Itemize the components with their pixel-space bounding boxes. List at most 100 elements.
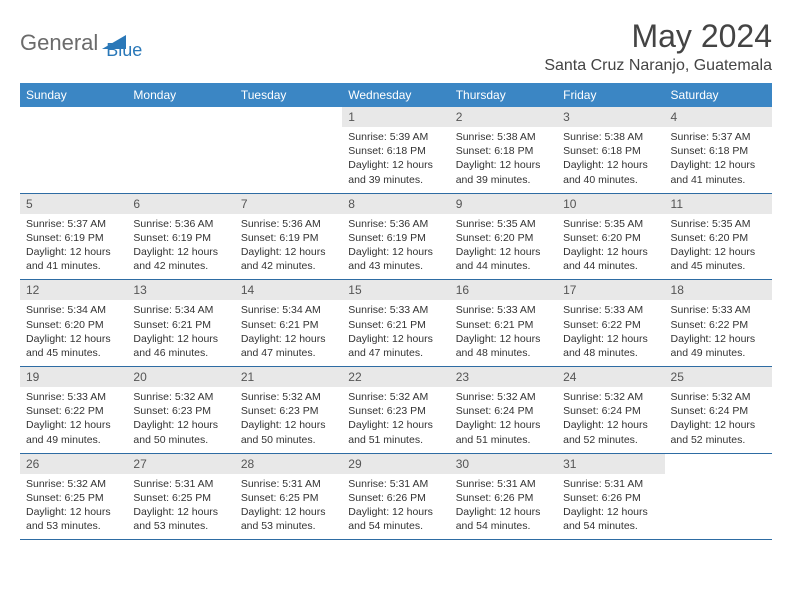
- day-details: Sunrise: 5:31 AMSunset: 6:26 PMDaylight:…: [557, 474, 664, 540]
- day-of-week-row: SundayMondayTuesdayWednesdayThursdayFrid…: [20, 83, 772, 107]
- day-number: 12: [20, 280, 127, 300]
- day-details: Sunrise: 5:35 AMSunset: 6:20 PMDaylight:…: [665, 214, 772, 280]
- day-cell: 19Sunrise: 5:33 AMSunset: 6:22 PMDayligh…: [20, 367, 127, 454]
- day-details: Sunrise: 5:33 AMSunset: 6:22 PMDaylight:…: [557, 300, 664, 366]
- day-details: Sunrise: 5:36 AMSunset: 6:19 PMDaylight:…: [342, 214, 449, 280]
- day-cell: 20Sunrise: 5:32 AMSunset: 6:23 PMDayligh…: [127, 367, 234, 454]
- day-cell: 25Sunrise: 5:32 AMSunset: 6:24 PMDayligh…: [665, 367, 772, 454]
- week-row: 12Sunrise: 5:34 AMSunset: 6:20 PMDayligh…: [20, 280, 772, 367]
- day-number: 29: [342, 454, 449, 474]
- day-number: 21: [235, 367, 342, 387]
- day-cell: 8Sunrise: 5:36 AMSunset: 6:19 PMDaylight…: [342, 193, 449, 280]
- day-cell: 24Sunrise: 5:32 AMSunset: 6:24 PMDayligh…: [557, 367, 664, 454]
- logo-text-general: General: [20, 30, 98, 56]
- day-cell: 6Sunrise: 5:36 AMSunset: 6:19 PMDaylight…: [127, 193, 234, 280]
- day-cell: 17Sunrise: 5:33 AMSunset: 6:22 PMDayligh…: [557, 280, 664, 367]
- day-number: 28: [235, 454, 342, 474]
- dow-header: Friday: [557, 83, 664, 107]
- day-cell: 15Sunrise: 5:33 AMSunset: 6:21 PMDayligh…: [342, 280, 449, 367]
- day-cell: 27Sunrise: 5:31 AMSunset: 6:25 PMDayligh…: [127, 453, 234, 540]
- day-number: 23: [450, 367, 557, 387]
- day-cell: 30Sunrise: 5:31 AMSunset: 6:26 PMDayligh…: [450, 453, 557, 540]
- day-details: Sunrise: 5:31 AMSunset: 6:25 PMDaylight:…: [235, 474, 342, 540]
- day-details: Sunrise: 5:32 AMSunset: 6:23 PMDaylight:…: [127, 387, 234, 453]
- week-row: 26Sunrise: 5:32 AMSunset: 6:25 PMDayligh…: [20, 453, 772, 540]
- day-details: Sunrise: 5:31 AMSunset: 6:26 PMDaylight:…: [450, 474, 557, 540]
- day-details: Sunrise: 5:38 AMSunset: 6:18 PMDaylight:…: [450, 127, 557, 193]
- day-number: 27: [127, 454, 234, 474]
- day-number: 17: [557, 280, 664, 300]
- title-block: May 2024 Santa Cruz Naranjo, Guatemala: [544, 18, 772, 75]
- day-cell: 29Sunrise: 5:31 AMSunset: 6:26 PMDayligh…: [342, 453, 449, 540]
- day-cell: 12Sunrise: 5:34 AMSunset: 6:20 PMDayligh…: [20, 280, 127, 367]
- day-number: 24: [557, 367, 664, 387]
- day-number: 11: [665, 194, 772, 214]
- day-details: Sunrise: 5:32 AMSunset: 6:25 PMDaylight:…: [20, 474, 127, 540]
- dow-header: Thursday: [450, 83, 557, 107]
- day-number: 1: [342, 107, 449, 127]
- week-row: 19Sunrise: 5:33 AMSunset: 6:22 PMDayligh…: [20, 367, 772, 454]
- day-details: Sunrise: 5:34 AMSunset: 6:21 PMDaylight:…: [235, 300, 342, 366]
- day-number: 4: [665, 107, 772, 127]
- day-details: Sunrise: 5:33 AMSunset: 6:21 PMDaylight:…: [450, 300, 557, 366]
- dow-header: Saturday: [665, 83, 772, 107]
- day-cell: 26Sunrise: 5:32 AMSunset: 6:25 PMDayligh…: [20, 453, 127, 540]
- day-details: Sunrise: 5:38 AMSunset: 6:18 PMDaylight:…: [557, 127, 664, 193]
- day-cell: 9Sunrise: 5:35 AMSunset: 6:20 PMDaylight…: [450, 193, 557, 280]
- day-details: Sunrise: 5:32 AMSunset: 6:24 PMDaylight:…: [450, 387, 557, 453]
- day-number: 10: [557, 194, 664, 214]
- page-title: May 2024: [544, 18, 772, 55]
- day-cell: 14Sunrise: 5:34 AMSunset: 6:21 PMDayligh…: [235, 280, 342, 367]
- day-details: Sunrise: 5:34 AMSunset: 6:21 PMDaylight:…: [127, 300, 234, 366]
- day-cell: 21Sunrise: 5:32 AMSunset: 6:23 PMDayligh…: [235, 367, 342, 454]
- day-cell: 5Sunrise: 5:37 AMSunset: 6:19 PMDaylight…: [20, 193, 127, 280]
- day-number: 19: [20, 367, 127, 387]
- day-cell: 31Sunrise: 5:31 AMSunset: 6:26 PMDayligh…: [557, 453, 664, 540]
- day-cell: .: [235, 107, 342, 193]
- day-details: Sunrise: 5:37 AMSunset: 6:18 PMDaylight:…: [665, 127, 772, 193]
- day-details: Sunrise: 5:31 AMSunset: 6:26 PMDaylight:…: [342, 474, 449, 540]
- day-details: Sunrise: 5:33 AMSunset: 6:22 PMDaylight:…: [665, 300, 772, 366]
- day-cell: 23Sunrise: 5:32 AMSunset: 6:24 PMDayligh…: [450, 367, 557, 454]
- day-details: Sunrise: 5:32 AMSunset: 6:24 PMDaylight:…: [665, 387, 772, 453]
- day-number: 2: [450, 107, 557, 127]
- day-number: 22: [342, 367, 449, 387]
- day-number: 26: [20, 454, 127, 474]
- day-details: Sunrise: 5:34 AMSunset: 6:20 PMDaylight:…: [20, 300, 127, 366]
- day-number: 5: [20, 194, 127, 214]
- day-details: Sunrise: 5:37 AMSunset: 6:19 PMDaylight:…: [20, 214, 127, 280]
- day-number: 3: [557, 107, 664, 127]
- day-cell: .: [20, 107, 127, 193]
- day-number: 6: [127, 194, 234, 214]
- day-cell: 7Sunrise: 5:36 AMSunset: 6:19 PMDaylight…: [235, 193, 342, 280]
- day-number: 9: [450, 194, 557, 214]
- day-cell: 1Sunrise: 5:39 AMSunset: 6:18 PMDaylight…: [342, 107, 449, 193]
- day-details: Sunrise: 5:32 AMSunset: 6:23 PMDaylight:…: [342, 387, 449, 453]
- day-number: 14: [235, 280, 342, 300]
- day-number: 20: [127, 367, 234, 387]
- day-cell: 3Sunrise: 5:38 AMSunset: 6:18 PMDaylight…: [557, 107, 664, 193]
- day-number: 31: [557, 454, 664, 474]
- day-cell: 18Sunrise: 5:33 AMSunset: 6:22 PMDayligh…: [665, 280, 772, 367]
- day-cell: 16Sunrise: 5:33 AMSunset: 6:21 PMDayligh…: [450, 280, 557, 367]
- day-details: Sunrise: 5:32 AMSunset: 6:24 PMDaylight:…: [557, 387, 664, 453]
- day-number: 8: [342, 194, 449, 214]
- day-cell: 11Sunrise: 5:35 AMSunset: 6:20 PMDayligh…: [665, 193, 772, 280]
- calendar-body: . . . 1Sunrise: 5:39 AMSunset: 6:18 PMDa…: [20, 107, 772, 540]
- day-cell: .: [665, 453, 772, 540]
- day-number: 25: [665, 367, 772, 387]
- week-row: . . . 1Sunrise: 5:39 AMSunset: 6:18 PMDa…: [20, 107, 772, 193]
- dow-header: Monday: [127, 83, 234, 107]
- day-details: Sunrise: 5:33 AMSunset: 6:21 PMDaylight:…: [342, 300, 449, 366]
- header: General Blue May 2024 Santa Cruz Naranjo…: [20, 18, 772, 75]
- day-cell: 10Sunrise: 5:35 AMSunset: 6:20 PMDayligh…: [557, 193, 664, 280]
- day-number: 16: [450, 280, 557, 300]
- location-label: Santa Cruz Naranjo, Guatemala: [544, 57, 772, 75]
- day-number: 18: [665, 280, 772, 300]
- day-details: Sunrise: 5:31 AMSunset: 6:25 PMDaylight:…: [127, 474, 234, 540]
- day-cell: .: [127, 107, 234, 193]
- day-details: Sunrise: 5:36 AMSunset: 6:19 PMDaylight:…: [235, 214, 342, 280]
- day-details: Sunrise: 5:33 AMSunset: 6:22 PMDaylight:…: [20, 387, 127, 453]
- day-details: Sunrise: 5:32 AMSunset: 6:23 PMDaylight:…: [235, 387, 342, 453]
- week-row: 5Sunrise: 5:37 AMSunset: 6:19 PMDaylight…: [20, 193, 772, 280]
